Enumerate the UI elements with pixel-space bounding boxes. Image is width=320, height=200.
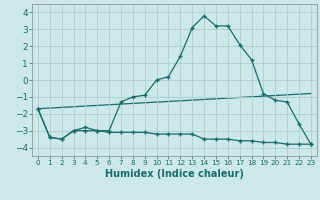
X-axis label: Humidex (Indice chaleur): Humidex (Indice chaleur) [105, 169, 244, 179]
